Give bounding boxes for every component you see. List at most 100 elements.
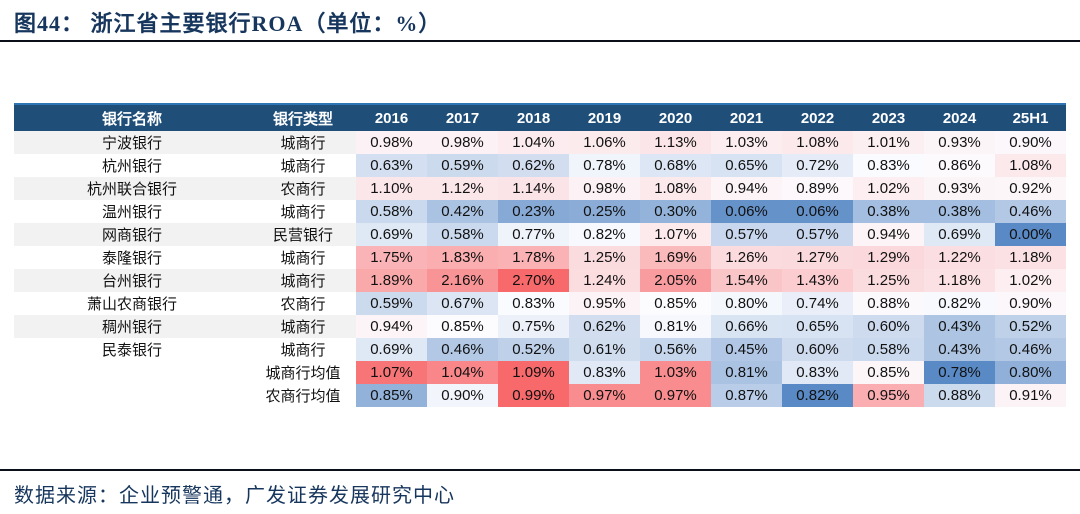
header-row: 银行名称 银行类型 2016 2017 2018 2019 2020 2021 2022 2023… (14, 103, 1066, 131)
roa-value-cell: 0.58% (427, 223, 498, 246)
roa-value-cell: 1.04% (498, 131, 569, 154)
roa-value-cell: 0.83% (853, 154, 924, 177)
roa-value-cell: 0.38% (853, 200, 924, 223)
table-row: 城商行均值 1.07% 1.04% 1.09% 0.83% 1.03% 0.81% 0.83%… (14, 361, 1066, 384)
table-row: 网商银行 民营银行 0.69% 0.58% 0.77% 0.82% 1.07% 0.57% 0.… (14, 223, 1066, 246)
roa-value-cell: 0.92% (995, 177, 1066, 200)
roa-value-cell: 0.66% (711, 315, 782, 338)
roa-value-cell: 0.69% (356, 338, 427, 361)
roa-value-cell: 0.38% (924, 200, 995, 223)
roa-value-cell: 1.14% (498, 177, 569, 200)
bank-name-cell: 杭州联合银行 (14, 177, 250, 200)
bank-type-cell: 民营银行 (250, 223, 356, 246)
roa-value-cell: 0.82% (782, 384, 853, 407)
roa-value-cell: 0.95% (853, 384, 924, 407)
roa-value-cell: 0.75% (498, 315, 569, 338)
roa-table: 银行名称 银行类型 2016 2017 2018 2019 2020 2021 2022 2023… (14, 103, 1066, 407)
bank-type-cell: 城商行均值 (265, 366, 341, 382)
roa-value-cell: 0.00% (995, 223, 1066, 246)
roa-value-cell: 2.70% (498, 269, 569, 292)
roa-value-cell: 0.59% (427, 154, 498, 177)
roa-value-cell: 1.03% (640, 361, 711, 384)
roa-value-cell: 0.88% (924, 384, 995, 407)
roa-value-cell: 0.82% (569, 223, 640, 246)
roa-value-cell: 0.93% (924, 131, 995, 154)
roa-value-cell: 1.12% (427, 177, 498, 200)
roa-value-cell: 0.78% (569, 154, 640, 177)
roa-value-cell: 0.98% (569, 177, 640, 200)
bank-name-cell: 萧山农商银行 (86, 297, 177, 313)
roa-value-cell: 0.46% (995, 338, 1066, 361)
roa-value-cell: 1.07% (640, 223, 711, 246)
roa-value-cell: 2.05% (640, 269, 711, 292)
roa-value-cell: 0.60% (853, 315, 924, 338)
roa-value-cell: 0.83% (782, 361, 853, 384)
roa-value-cell: 0.46% (995, 200, 1066, 223)
bank-type-cell: 城商行 (280, 159, 326, 175)
roa-value-cell: 1.08% (640, 177, 711, 200)
roa-value-cell: 0.65% (782, 315, 853, 338)
bank-type-cell: 农商行均值 (265, 389, 341, 405)
roa-value-cell: 0.59% (356, 292, 427, 315)
bank-name-cell: 杭州银行 (101, 159, 162, 175)
roa-value-cell: 1.25% (853, 269, 924, 292)
roa-value-cell: 1.08% (782, 131, 853, 154)
table-row: 农商行均值 0.85% 0.90% 0.99% 0.97% 0.97% 0.87% 0.82%… (14, 384, 1066, 407)
figure-title: 图44： 浙江省主要银行ROA（单位：%） (14, 11, 442, 36)
roa-value-cell: 0.63% (356, 154, 427, 177)
roa-value-cell: 1.02% (995, 269, 1066, 292)
bank-type-cell: 农商行 (250, 177, 356, 200)
roa-value-cell: 1.02% (853, 177, 924, 200)
roa-value-cell: 1.06% (569, 131, 640, 154)
roa-value-cell: 0.58% (356, 200, 427, 223)
roa-value-cell: 1.26% (711, 246, 782, 269)
roa-value-cell: 0.90% (427, 384, 498, 407)
table-row: 杭州联合银行 农商行 1.10% 1.12% 1.14% 0.98% 1.08% 0.94% 0… (14, 177, 1066, 200)
roa-value-cell: 0.74% (782, 292, 853, 315)
roa-value-cell: 0.06% (782, 200, 853, 223)
roa-value-cell: 1.54% (711, 269, 782, 292)
roa-value-cell: 1.89% (356, 269, 427, 292)
roa-value-cell: 0.81% (711, 361, 782, 384)
column-header: 25H1 (995, 103, 1066, 131)
roa-value-cell: 1.24% (569, 269, 640, 292)
bank-type-cell: 城商行 (280, 205, 326, 221)
roa-value-cell: 0.98% (427, 131, 498, 154)
roa-value-cell: 0.94% (853, 223, 924, 246)
roa-value-cell: 0.95% (569, 292, 640, 315)
roa-value-cell: 0.58% (853, 338, 924, 361)
table-row: 稠州银行 城商行 0.94% 0.85% 0.75% 0.62% 0.81% 0.66% 0.6… (14, 315, 1066, 338)
roa-value-cell: 0.43% (924, 338, 995, 361)
roa-value-cell: 0.52% (498, 338, 569, 361)
roa-value-cell: 0.85% (853, 361, 924, 384)
roa-value-cell: 0.94% (711, 177, 782, 200)
roa-value-cell: 1.43% (782, 269, 853, 292)
roa-value-cell: 0.83% (498, 292, 569, 315)
table-row: 萧山农商银行 农商行 0.59% 0.67% 0.83% 0.95% 0.85% 0.80% 0… (14, 292, 1066, 315)
roa-value-cell: 0.52% (995, 315, 1066, 338)
roa-value-cell: 1.10% (356, 177, 427, 200)
roa-value-cell: 1.13% (640, 131, 711, 154)
column-header: 2018 (498, 103, 569, 131)
table-body: 宁波银行 城商行 0.98% 0.98% 1.04% 1.06% 1.13% 1.03% 1.0… (14, 131, 1066, 407)
roa-value-cell: 0.65% (711, 154, 782, 177)
roa-value-cell: 1.18% (995, 246, 1066, 269)
roa-value-cell: 0.88% (853, 292, 924, 315)
column-header: 银行类型 (250, 103, 356, 131)
bank-name-cell: 泰隆银行 (101, 251, 162, 267)
bank-type-cell: 城商行 (280, 343, 326, 359)
column-header: 银行名称 (14, 103, 250, 131)
column-header: 2022 (782, 103, 853, 131)
roa-value-cell: 0.86% (924, 154, 995, 177)
roa-value-cell: 1.69% (640, 246, 711, 269)
column-header: 2024 (924, 103, 995, 131)
footer-divider (0, 469, 1080, 471)
column-header: 2023 (853, 103, 924, 131)
roa-value-cell: 0.62% (498, 154, 569, 177)
roa-value-cell: 0.83% (569, 361, 640, 384)
bank-type-cell: 农商行 (280, 297, 326, 313)
roa-value-cell: 1.29% (853, 246, 924, 269)
roa-value-cell: 0.93% (924, 177, 995, 200)
bank-type-cell: 城商行 (250, 315, 356, 338)
